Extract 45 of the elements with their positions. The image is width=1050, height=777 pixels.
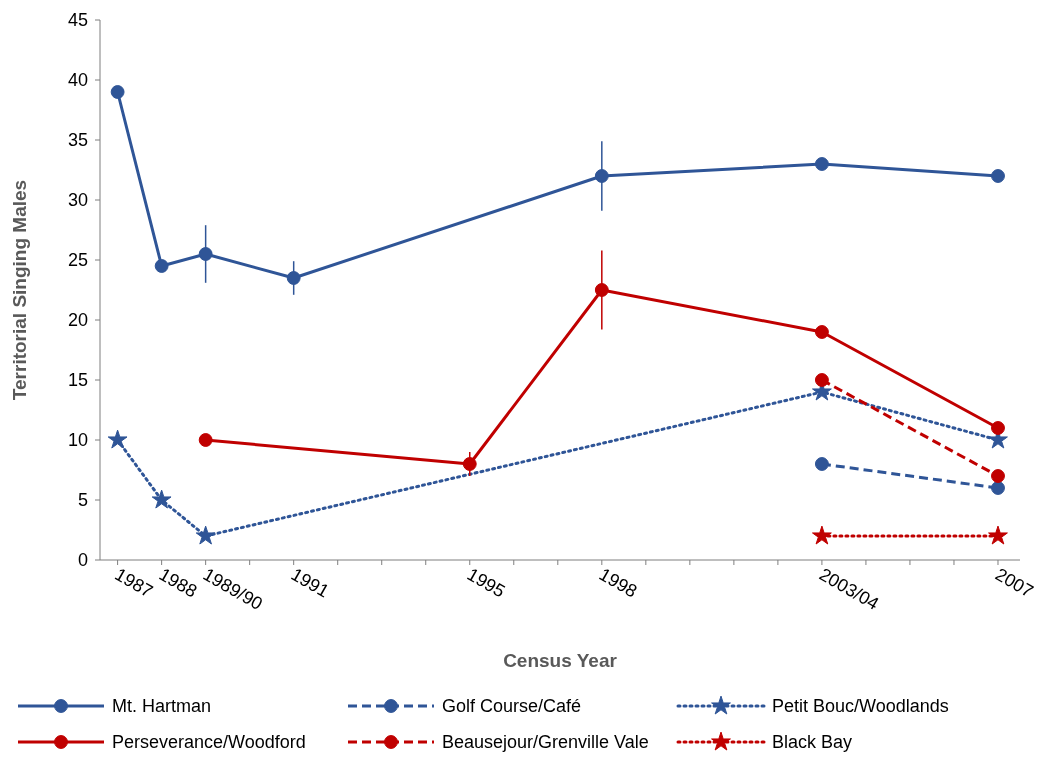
y-tick-label: 40: [67, 70, 88, 91]
y-tick-label: 45: [67, 10, 88, 31]
point: [814, 373, 829, 387]
y-tick-label: 0: [77, 550, 88, 571]
y-tick-label: 25: [67, 250, 88, 271]
x-tick-label: 2007: [991, 564, 1037, 602]
legend-label: Beausejour/Grenville Vale: [442, 732, 649, 753]
point: [991, 469, 1005, 483]
point: [991, 481, 1005, 495]
point: [991, 421, 1005, 435]
point: [594, 169, 609, 183]
point: [594, 283, 609, 297]
legend-label: Golf Course/Café: [442, 696, 582, 717]
y-tick-label: 15: [67, 370, 88, 391]
y-tick-label: 35: [67, 130, 88, 151]
point: [286, 271, 301, 285]
point: [812, 525, 832, 545]
point: [814, 157, 829, 171]
y-tick-label: 20: [67, 310, 88, 331]
x-tick-label: 1998: [595, 564, 641, 602]
y-axis-title: Territorial Singing Males: [9, 179, 30, 401]
legend-label: Black Bay: [772, 732, 853, 753]
point: [991, 169, 1005, 183]
point: [814, 325, 829, 339]
point: [195, 525, 216, 545]
y-tick-label: 10: [67, 430, 88, 451]
point: [151, 489, 172, 509]
x-tick-label: 1987: [111, 564, 157, 602]
x-tick-label: 1988: [155, 564, 201, 602]
legend-label: Perseverance/Woodford: [112, 732, 306, 753]
point: [814, 457, 829, 471]
point: [462, 457, 477, 471]
legend-label: Mt. Hartman: [112, 696, 212, 717]
legend-label: Petit Bouc/Woodlands: [772, 696, 949, 717]
x-tick-label: 1991: [287, 564, 333, 602]
x-tick-label: 1995: [463, 564, 509, 602]
point: [110, 85, 125, 99]
point: [198, 247, 213, 261]
point: [154, 259, 169, 273]
y-tick-label: 5: [77, 490, 88, 511]
y-tick-label: 30: [67, 190, 88, 211]
x-axis-title: Census Year: [503, 650, 618, 671]
point: [107, 429, 128, 449]
point: [198, 433, 213, 447]
point: [988, 525, 1008, 545]
